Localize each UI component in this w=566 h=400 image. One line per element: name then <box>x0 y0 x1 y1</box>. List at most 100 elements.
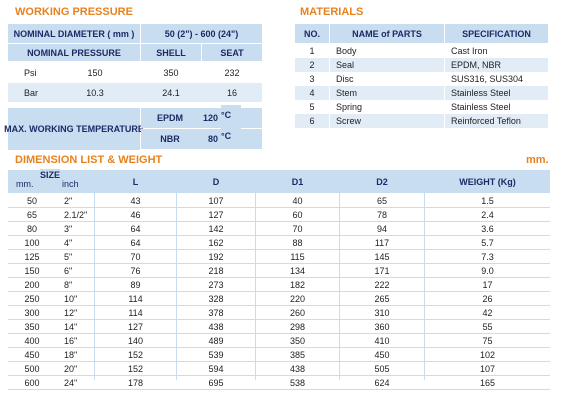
cell: 102 <box>479 350 496 360</box>
cell: 378 <box>208 308 224 318</box>
header-text: mm. <box>16 178 34 190</box>
column-line <box>94 170 95 380</box>
cell: 75 <box>482 336 493 346</box>
cell: 18" <box>64 350 78 360</box>
cell: EPDM, NBR <box>445 58 548 72</box>
cell: 171 <box>374 266 390 276</box>
unit: °C <box>221 105 241 125</box>
cell: 400 <box>24 336 40 346</box>
cell: 273 <box>208 280 224 290</box>
unit-label: mm. <box>526 154 549 166</box>
cell: 134 <box>289 266 306 276</box>
cell: 65 <box>26 210 37 220</box>
cell: Reinforced Teflon <box>445 114 548 128</box>
cell: 10" <box>64 294 78 304</box>
cell: Bar <box>24 87 39 98</box>
cell: 145 <box>374 252 390 262</box>
cell: 107 <box>479 364 496 374</box>
header-cell: 50 (2") - 600 (24") <box>141 24 262 43</box>
header-cell: SHELL <box>141 44 201 61</box>
cell: 4" <box>64 238 73 248</box>
cell: 1.5 <box>481 196 494 206</box>
cell: Stainless Steel <box>445 86 548 100</box>
cell: 50 <box>26 196 37 206</box>
row-border <box>8 306 550 320</box>
cell: 120 <box>196 108 218 128</box>
cell: 127 <box>208 210 224 220</box>
cell: 3.6 <box>481 224 494 234</box>
cell: 46 <box>130 210 141 220</box>
row-border <box>8 236 550 250</box>
cell: 12" <box>64 308 78 318</box>
section-title: MATERIALS <box>300 6 364 18</box>
cell: Psi <box>24 67 37 78</box>
row-border <box>8 292 550 306</box>
cell: 2.1/2" <box>64 210 88 220</box>
cell: 80 <box>196 129 218 149</box>
cell: 150 <box>87 67 103 78</box>
cell: 1 <box>309 46 315 56</box>
cell: 538 <box>289 378 306 388</box>
header-cell: D1 <box>256 170 339 193</box>
cell: 152 <box>127 364 144 374</box>
cell: 150 <box>24 266 40 276</box>
cell: 6" <box>64 266 73 276</box>
cell: 600 <box>24 378 40 388</box>
cell: 14" <box>64 322 78 332</box>
cell: 3 <box>309 74 315 84</box>
column-line <box>255 170 256 380</box>
cell: Screw <box>330 114 444 128</box>
cell: 695 <box>208 378 224 388</box>
cell: 438 <box>289 364 306 374</box>
cell: 2 <box>295 58 329 72</box>
cell: 20" <box>64 364 78 374</box>
header-cell: NO. <box>295 24 329 43</box>
cell: 310 <box>374 308 390 318</box>
cell: 350 <box>289 336 306 346</box>
cell: 114 <box>128 308 143 318</box>
cell: 9.0 <box>481 266 494 276</box>
cell: 117 <box>374 238 390 248</box>
cell: 4 <box>295 86 329 100</box>
cell: 5" <box>64 252 73 262</box>
cell: 350 <box>24 322 40 332</box>
cell: 115 <box>290 252 305 262</box>
cell: 505 <box>374 364 390 374</box>
row-border <box>8 222 550 236</box>
header-cell: WEIGHT (Kg) <box>425 170 550 193</box>
cell: 70 <box>130 252 141 262</box>
cell: 220 <box>289 294 306 304</box>
cell: 16 <box>226 87 237 98</box>
row-border <box>8 278 550 292</box>
cell: 43 <box>130 196 141 206</box>
cell: 360 <box>374 322 390 332</box>
cell: 8" <box>64 280 73 290</box>
cell: 70 <box>292 224 303 234</box>
cell: 60 <box>292 210 303 220</box>
header-cell: L <box>95 170 176 193</box>
cell: 10.3 <box>86 87 104 98</box>
cell: 42 <box>482 308 493 318</box>
header-cell: SEAT <box>202 44 262 61</box>
cell: 80 <box>26 224 37 234</box>
header-cell: SPECIFICATION <box>445 24 548 43</box>
cell: 182 <box>289 280 306 290</box>
cell: 40 <box>292 196 303 206</box>
cell: 438 <box>208 322 224 332</box>
cell: 55 <box>482 322 493 332</box>
cell: 162 <box>208 238 224 248</box>
header-cell: D2 <box>340 170 424 193</box>
cell: Disc <box>336 74 354 84</box>
cell: Seal <box>330 58 444 72</box>
section-title: WORKING PRESSURE <box>15 6 133 18</box>
cell: Stem <box>330 86 444 100</box>
cell: 88 <box>292 238 303 248</box>
cell: Cast Iron <box>451 46 488 56</box>
row-border <box>8 334 550 348</box>
cell: 125 <box>24 252 40 262</box>
row-border <box>8 264 550 278</box>
column-line <box>424 170 425 380</box>
header-text: inch <box>62 178 79 190</box>
header-cell: NOMINAL DIAMETER ( mm ) <box>8 24 140 43</box>
cell: 142 <box>208 224 224 234</box>
